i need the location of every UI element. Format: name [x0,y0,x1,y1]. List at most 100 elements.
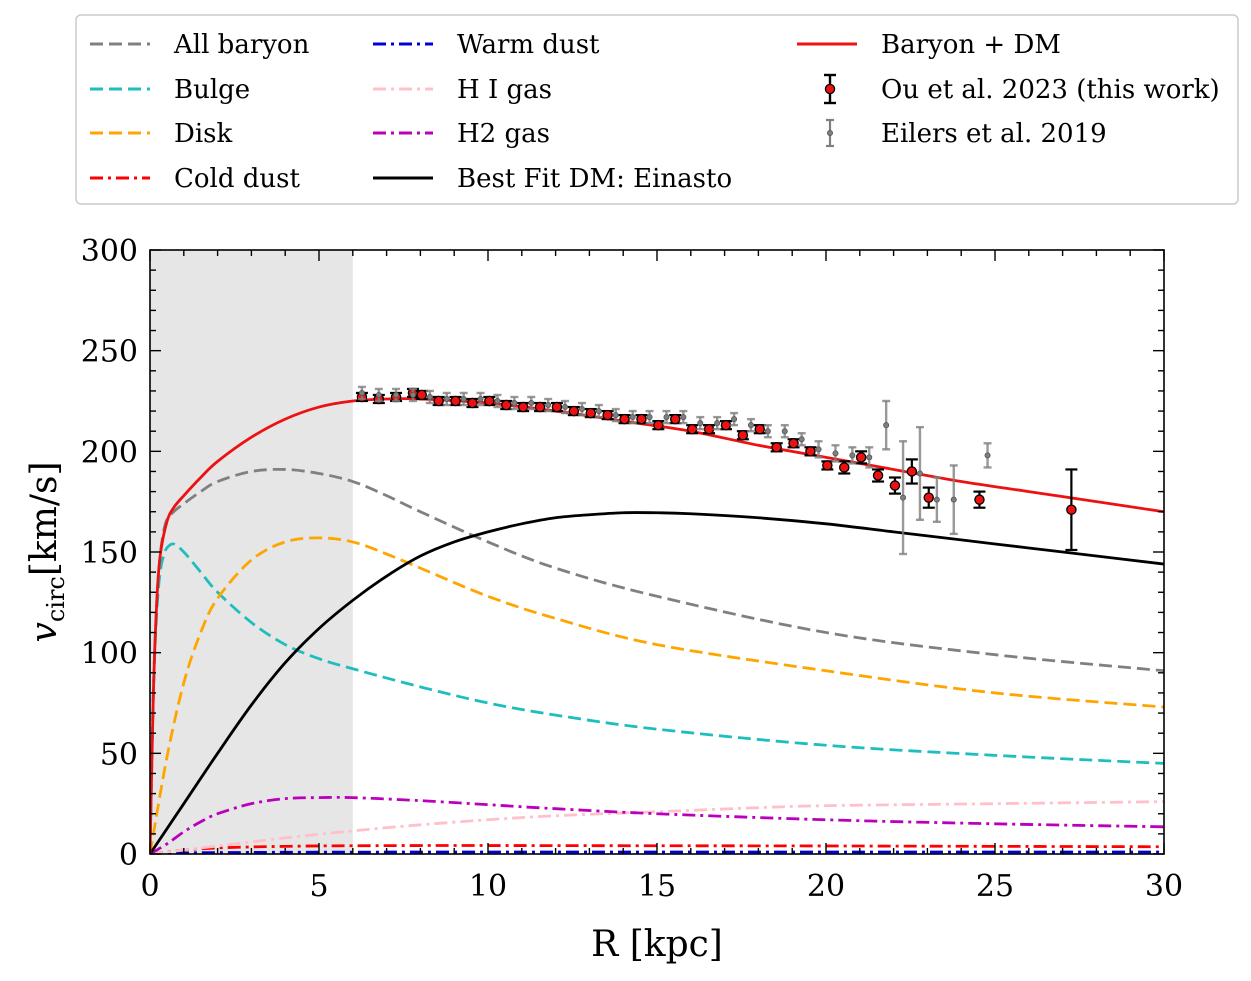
legend-label: H I gas [457,75,552,105]
data-point-ou-et-al-2023-this-work [449,395,462,407]
data-point-eilers-et-al-2019 [746,417,755,433]
y-tick-label: 250 [81,335,138,370]
legend-label: Cold dust [174,164,301,194]
data-point-ou-et-al-2023-this-work [719,419,732,431]
data-point-ou-et-al-2023-this-work [804,446,817,457]
data-point-ou-et-al-2023-this-work [855,450,868,465]
y-tick-label: 300 [81,234,138,269]
data-point-eilers-et-al-2019 [882,399,891,451]
data-point-ou-et-al-2023-this-work [466,397,479,409]
data-point-ou-et-al-2023-this-work [601,409,614,421]
data-point-eilers-et-al-2019 [814,440,823,459]
data-point-ou-et-al-2023-this-work [787,438,800,449]
data-point-eilers-et-al-2019 [696,415,705,431]
legend: All baryon Bulge Disk Cold dust Warm dust H I… [75,14,1239,205]
data-point-eilers-et-al-2019 [865,446,874,469]
legend-item-disk: Disk [90,119,233,149]
data-point-eilers-et-al-2019 [493,393,502,409]
y-tick-label: 50 [100,737,138,772]
data-point-ou-et-al-2023-this-work [500,399,513,411]
legend-item-bulge: Bulge [90,75,250,105]
data-point-eilers-et-al-2019 [374,387,383,403]
data-point-eilers-et-al-2019 [848,446,857,465]
y-tick-label: 150 [81,536,138,571]
series-line-warm-dust [150,850,1164,854]
legend-label: Warm dust [457,30,600,60]
y-tick-label: 200 [81,435,138,470]
data-point-eilers-et-al-2019 [476,391,485,407]
legend-item-baryon-dm: Baryon + DM [797,30,1061,60]
data-point-ou-et-al-2023-this-work [1065,468,1078,552]
data-point-ou-et-al-2023-this-work [432,395,445,407]
series-line-bulge [150,542,1164,854]
data-point-eilers-et-al-2019 [797,432,806,447]
inner-region-shading [150,250,353,854]
legend-item-ou-et-al-2023-this-work: Ou et al. 2023 (this work) [824,73,1220,105]
data-point-ou-et-al-2023-this-work [483,395,496,407]
x-tick-label: 25 [976,869,1014,904]
legend-label: Best Fit DM: Einasto [457,164,732,194]
series-line-best-fit-dm-einasto [150,511,1164,854]
x-tick-label: 20 [807,869,845,904]
data-point-eilers-et-al-2019 [611,407,620,423]
data-point-ou-et-al-2023-this-work [838,460,851,475]
data-point-eilers-et-al-2019 [594,403,603,419]
data-point-eilers-et-al-2019 [763,423,772,439]
legend-item-best-fit-dm-einasto: Best Fit DM: Einasto [373,164,732,194]
data-point-eilers-et-al-2019 [713,415,722,431]
x-tick-label: 0 [140,869,159,904]
data-point-eilers-et-al-2019 [357,385,366,401]
data-point-ou-et-al-2023-this-work [973,490,986,509]
data-points-layer [355,385,1078,556]
y-tick-label: 0 [119,838,138,873]
data-point-eilers-et-al-2019 [932,476,941,523]
legend-marker [824,73,836,105]
data-point-eilers-et-al-2019 [527,395,536,411]
series-line-h-i-gas [150,800,1164,854]
y-axis-label: vcirc[km/s] [24,461,70,642]
data-point-eilers-et-al-2019 [544,397,553,413]
series-line-h2-gas [150,795,1164,854]
legend-label: All baryon [173,30,310,60]
data-point-ou-et-al-2023-this-work [550,401,563,413]
data-point-eilers-et-al-2019 [442,391,451,407]
data-point-eilers-et-al-2019 [679,409,688,425]
data-point-eilers-et-al-2019 [425,389,434,405]
data-point-eilers-et-al-2019 [577,401,586,417]
y-axis-label-main: v [24,622,65,642]
data-point-ou-et-al-2023-this-work [872,468,885,483]
legend-label: Bulge [174,75,250,105]
y-tick-label: 100 [81,637,138,672]
series-line-cold-dust [150,844,1164,854]
data-point-eilers-et-al-2019 [662,409,671,425]
x-tick-label: 5 [309,869,328,904]
x-tick-label: 10 [469,869,507,904]
data-point-eilers-et-al-2019 [392,387,401,403]
y-axis-label-sub: circ [42,576,70,622]
data-point-ou-et-al-2023-this-work [415,389,428,401]
legend-label: H2 gas [457,119,550,149]
data-point-ou-et-al-2023-this-work [534,401,547,413]
data-point-ou-et-al-2023-this-work [517,401,530,413]
data-point-ou-et-al-2023-this-work [584,407,597,419]
data-point-eilers-et-al-2019 [899,440,908,556]
data-point-ou-et-al-2023-this-work [905,458,918,485]
data-point-ou-et-al-2023-this-work [652,419,665,431]
data-point-ou-et-al-2023-this-work [635,413,648,425]
legend-marker [826,118,834,148]
data-point-eilers-et-al-2019 [831,444,840,463]
data-point-ou-et-al-2023-this-work [669,413,682,425]
data-point-ou-et-al-2023-this-work [821,460,834,471]
x-tick-label: 15 [638,869,676,904]
data-point-eilers-et-al-2019 [915,425,924,521]
data-point-ou-et-al-2023-this-work [770,442,783,453]
data-point-ou-et-al-2023-this-work [922,486,935,509]
legend-item-h-i-gas: H I gas [373,75,552,105]
data-point-ou-et-al-2023-this-work [736,429,749,441]
legend-label: Eilers et al. 2019 [881,119,1107,149]
data-point-ou-et-al-2023-this-work [753,423,766,435]
legend-item-warm-dust: Warm dust [373,30,600,60]
data-point-eilers-et-al-2019 [561,399,570,415]
